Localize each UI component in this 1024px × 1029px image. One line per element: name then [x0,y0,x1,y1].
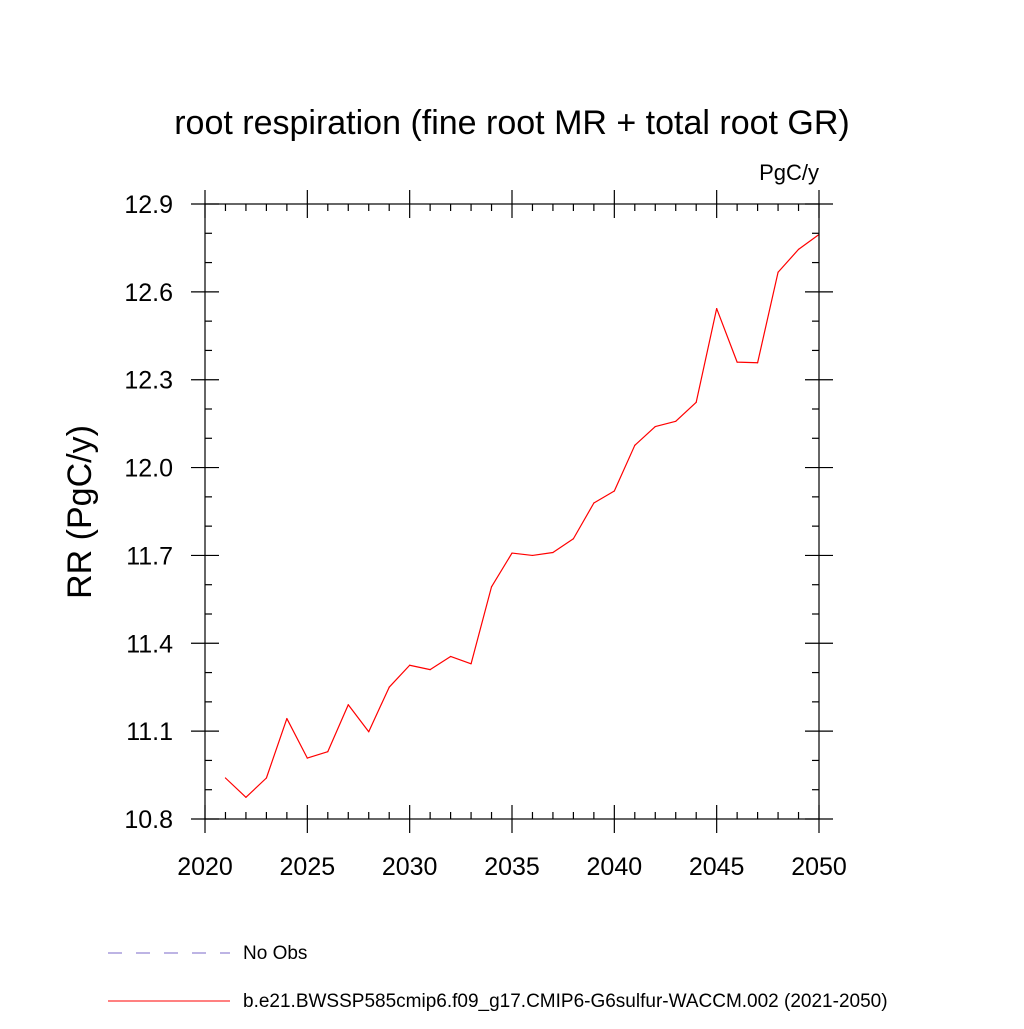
legend: No Obs b.e21.BWSSP585cmip6.f09_g17.CMIP6… [108,943,888,1012]
series-point [245,796,247,798]
chart-title: root respiration (fine root MR + total r… [174,104,850,142]
series-point [450,655,452,658]
series-point [409,664,411,666]
y-tick-label: 12.6 [124,279,173,307]
series-layer [224,233,820,798]
y-axis-label: RR (PgC/y) [61,425,99,599]
series-point [736,361,738,363]
y-tick-label: 11.1 [126,718,173,746]
series-point [777,271,779,273]
series-point [347,704,349,706]
series-point [470,663,472,665]
y-tick-label: 11.7 [126,542,173,570]
x-tick-label: 2050 [791,853,847,881]
x-tick-label: 2035 [484,853,540,881]
x-tick-labels: 2020 2025 2030 2035 2040 2045 2050 [177,853,847,881]
series-point [552,551,554,554]
series-point [613,490,615,492]
y-tick-labels: 10.8 11.1 11.4 11.7 12.0 12.3 12.6 12.9 [124,191,173,834]
series-point [695,401,697,403]
x-tick-label: 2045 [689,853,745,881]
minor-ticks [205,204,819,819]
y-tick-label: 12.3 [124,367,173,395]
y-tick-label: 10.8 [124,806,173,834]
series-point [388,686,390,688]
series-line [225,233,820,798]
series-point [797,248,800,250]
series-point [265,777,267,779]
series-point [675,420,677,422]
series-point [368,731,370,733]
legend-label-no-obs: No Obs [243,943,307,964]
y-tick-label: 11.4 [126,630,173,658]
x-tick-label: 2025 [280,853,336,881]
y-tick-label: 12.0 [124,455,173,483]
legend-item-no-obs: No Obs [108,943,307,964]
units-label: PgC/y [759,160,819,185]
series-point [511,552,513,554]
series-point [654,425,656,428]
x-tick-label: 2030 [382,853,438,881]
series-point [593,502,595,504]
series-point [327,751,329,753]
series-point [306,757,308,759]
series-point [531,554,534,557]
legend-label-model-run: b.e21.BWSSP585cmip6.f09_g17.CMIP6-G6sulf… [243,991,888,1012]
legend-item-model-run: b.e21.BWSSP585cmip6.f09_g17.CMIP6-G6sulf… [108,991,888,1012]
series-point [634,444,636,446]
x-tick-label: 2040 [587,853,643,881]
series-point [224,777,227,779]
plot-frame [204,203,820,820]
series-point [716,307,718,310]
y-tick-label: 12.9 [124,191,173,219]
series-point [490,586,493,588]
series-point [757,362,759,364]
major-ticks [191,190,833,833]
x-tick-label: 2020 [177,853,233,881]
series-point [286,717,288,720]
series-point [429,669,431,671]
series-point [572,538,575,540]
